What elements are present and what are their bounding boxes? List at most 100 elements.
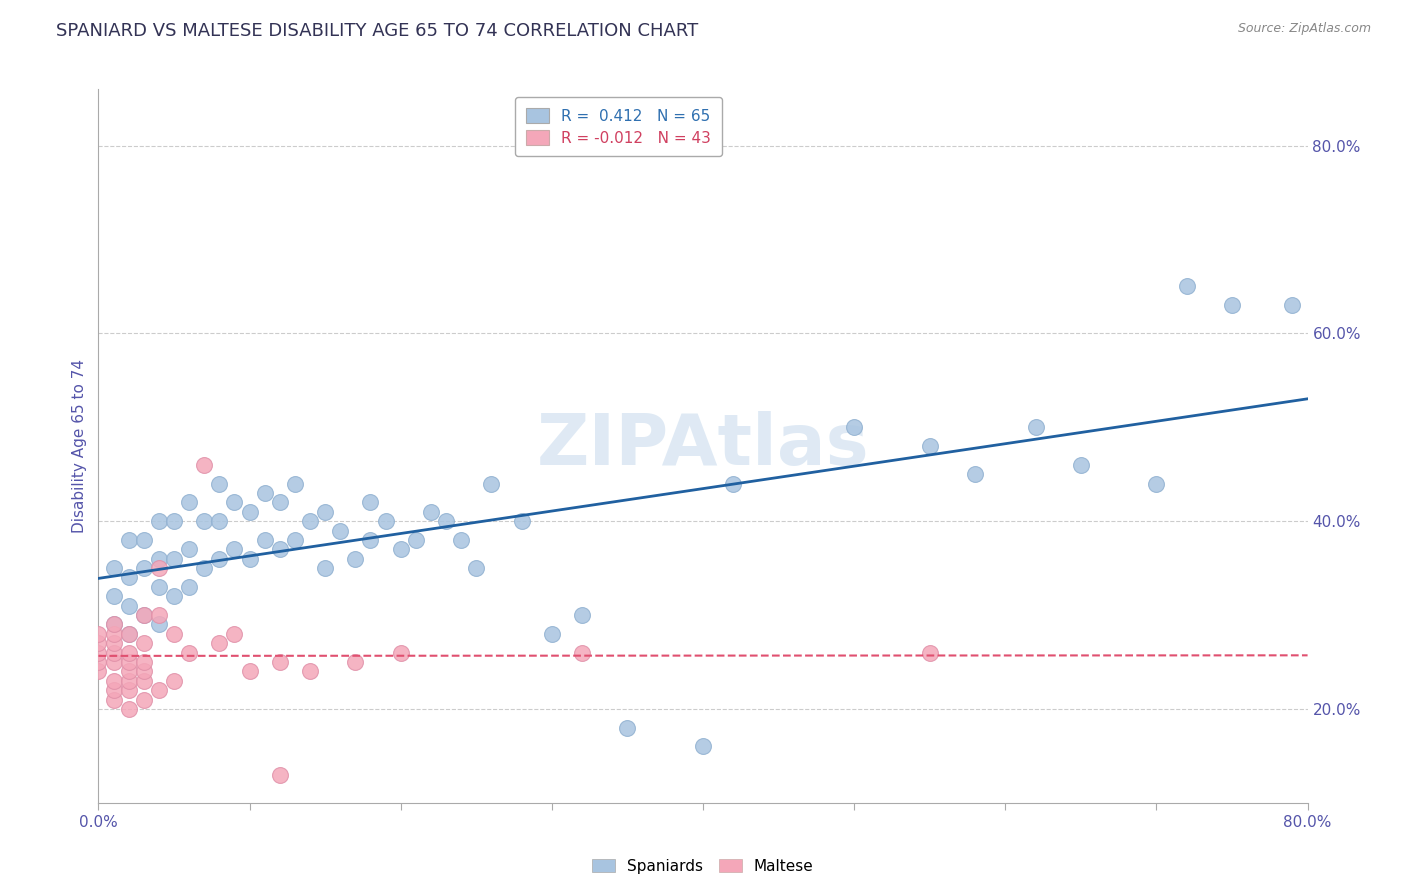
- Point: [179, 495, 201, 509]
- Point: [510, 514, 533, 528]
- Point: [284, 533, 307, 547]
- Point: [163, 514, 186, 528]
- Point: [148, 617, 170, 632]
- Point: [1220, 298, 1243, 312]
- Point: [132, 533, 155, 547]
- Point: [132, 692, 155, 706]
- Point: [389, 542, 412, 557]
- Point: [299, 514, 322, 528]
- Point: [224, 495, 246, 509]
- Point: [132, 636, 155, 650]
- Point: [132, 665, 155, 679]
- Point: [148, 514, 170, 528]
- Point: [193, 458, 215, 472]
- Point: [299, 665, 322, 679]
- Point: [360, 495, 382, 509]
- Point: [405, 533, 427, 547]
- Point: [224, 627, 246, 641]
- Point: [616, 721, 638, 735]
- Legend: R =  0.412   N = 65, R = -0.012   N = 43: R = 0.412 N = 65, R = -0.012 N = 43: [515, 97, 721, 156]
- Point: [132, 655, 155, 669]
- Point: [118, 627, 141, 641]
- Point: [389, 646, 412, 660]
- Point: [1144, 476, 1167, 491]
- Point: [132, 607, 155, 622]
- Point: [163, 551, 186, 566]
- Point: [118, 599, 141, 613]
- Point: [118, 702, 141, 716]
- Point: [269, 655, 291, 669]
- Point: [918, 439, 941, 453]
- Point: [253, 533, 276, 547]
- Point: [253, 486, 276, 500]
- Point: [103, 561, 125, 575]
- Point: [118, 683, 141, 698]
- Point: [179, 542, 201, 557]
- Point: [103, 617, 125, 632]
- Point: [148, 607, 170, 622]
- Point: [148, 551, 170, 566]
- Point: [148, 561, 170, 575]
- Point: [118, 627, 141, 641]
- Point: [103, 617, 125, 632]
- Text: ZIPAtlas: ZIPAtlas: [537, 411, 869, 481]
- Point: [239, 505, 262, 519]
- Point: [103, 692, 125, 706]
- Point: [132, 673, 155, 688]
- Point: [329, 524, 352, 538]
- Point: [118, 570, 141, 584]
- Point: [208, 476, 231, 491]
- Point: [87, 665, 110, 679]
- Point: [208, 514, 231, 528]
- Point: [208, 636, 231, 650]
- Point: [179, 646, 201, 660]
- Point: [118, 533, 141, 547]
- Point: [1175, 279, 1198, 293]
- Point: [179, 580, 201, 594]
- Point: [239, 551, 262, 566]
- Point: [163, 627, 186, 641]
- Point: [163, 673, 186, 688]
- Point: [193, 561, 215, 575]
- Point: [918, 646, 941, 660]
- Point: [571, 646, 593, 660]
- Point: [239, 665, 262, 679]
- Point: [269, 495, 291, 509]
- Point: [465, 561, 488, 575]
- Y-axis label: Disability Age 65 to 74: Disability Age 65 to 74: [72, 359, 87, 533]
- Point: [692, 739, 714, 754]
- Point: [224, 542, 246, 557]
- Point: [450, 533, 472, 547]
- Point: [103, 683, 125, 698]
- Point: [87, 655, 110, 669]
- Point: [1070, 458, 1092, 472]
- Text: Source: ZipAtlas.com: Source: ZipAtlas.com: [1237, 22, 1371, 36]
- Point: [1024, 420, 1046, 434]
- Point: [103, 655, 125, 669]
- Point: [148, 580, 170, 594]
- Point: [374, 514, 396, 528]
- Point: [103, 627, 125, 641]
- Point: [103, 646, 125, 660]
- Point: [87, 646, 110, 660]
- Point: [344, 655, 367, 669]
- Point: [844, 420, 866, 434]
- Point: [269, 767, 291, 781]
- Point: [132, 607, 155, 622]
- Point: [434, 514, 457, 528]
- Point: [118, 655, 141, 669]
- Point: [148, 683, 170, 698]
- Point: [163, 589, 186, 603]
- Point: [1281, 298, 1303, 312]
- Point: [723, 476, 745, 491]
- Legend: Spaniards, Maltese: Spaniards, Maltese: [586, 853, 820, 880]
- Point: [193, 514, 215, 528]
- Point: [132, 561, 155, 575]
- Point: [118, 646, 141, 660]
- Point: [360, 533, 382, 547]
- Point: [103, 673, 125, 688]
- Point: [344, 551, 367, 566]
- Point: [481, 476, 503, 491]
- Point: [420, 505, 443, 519]
- Text: SPANIARD VS MALTESE DISABILITY AGE 65 TO 74 CORRELATION CHART: SPANIARD VS MALTESE DISABILITY AGE 65 TO…: [56, 22, 699, 40]
